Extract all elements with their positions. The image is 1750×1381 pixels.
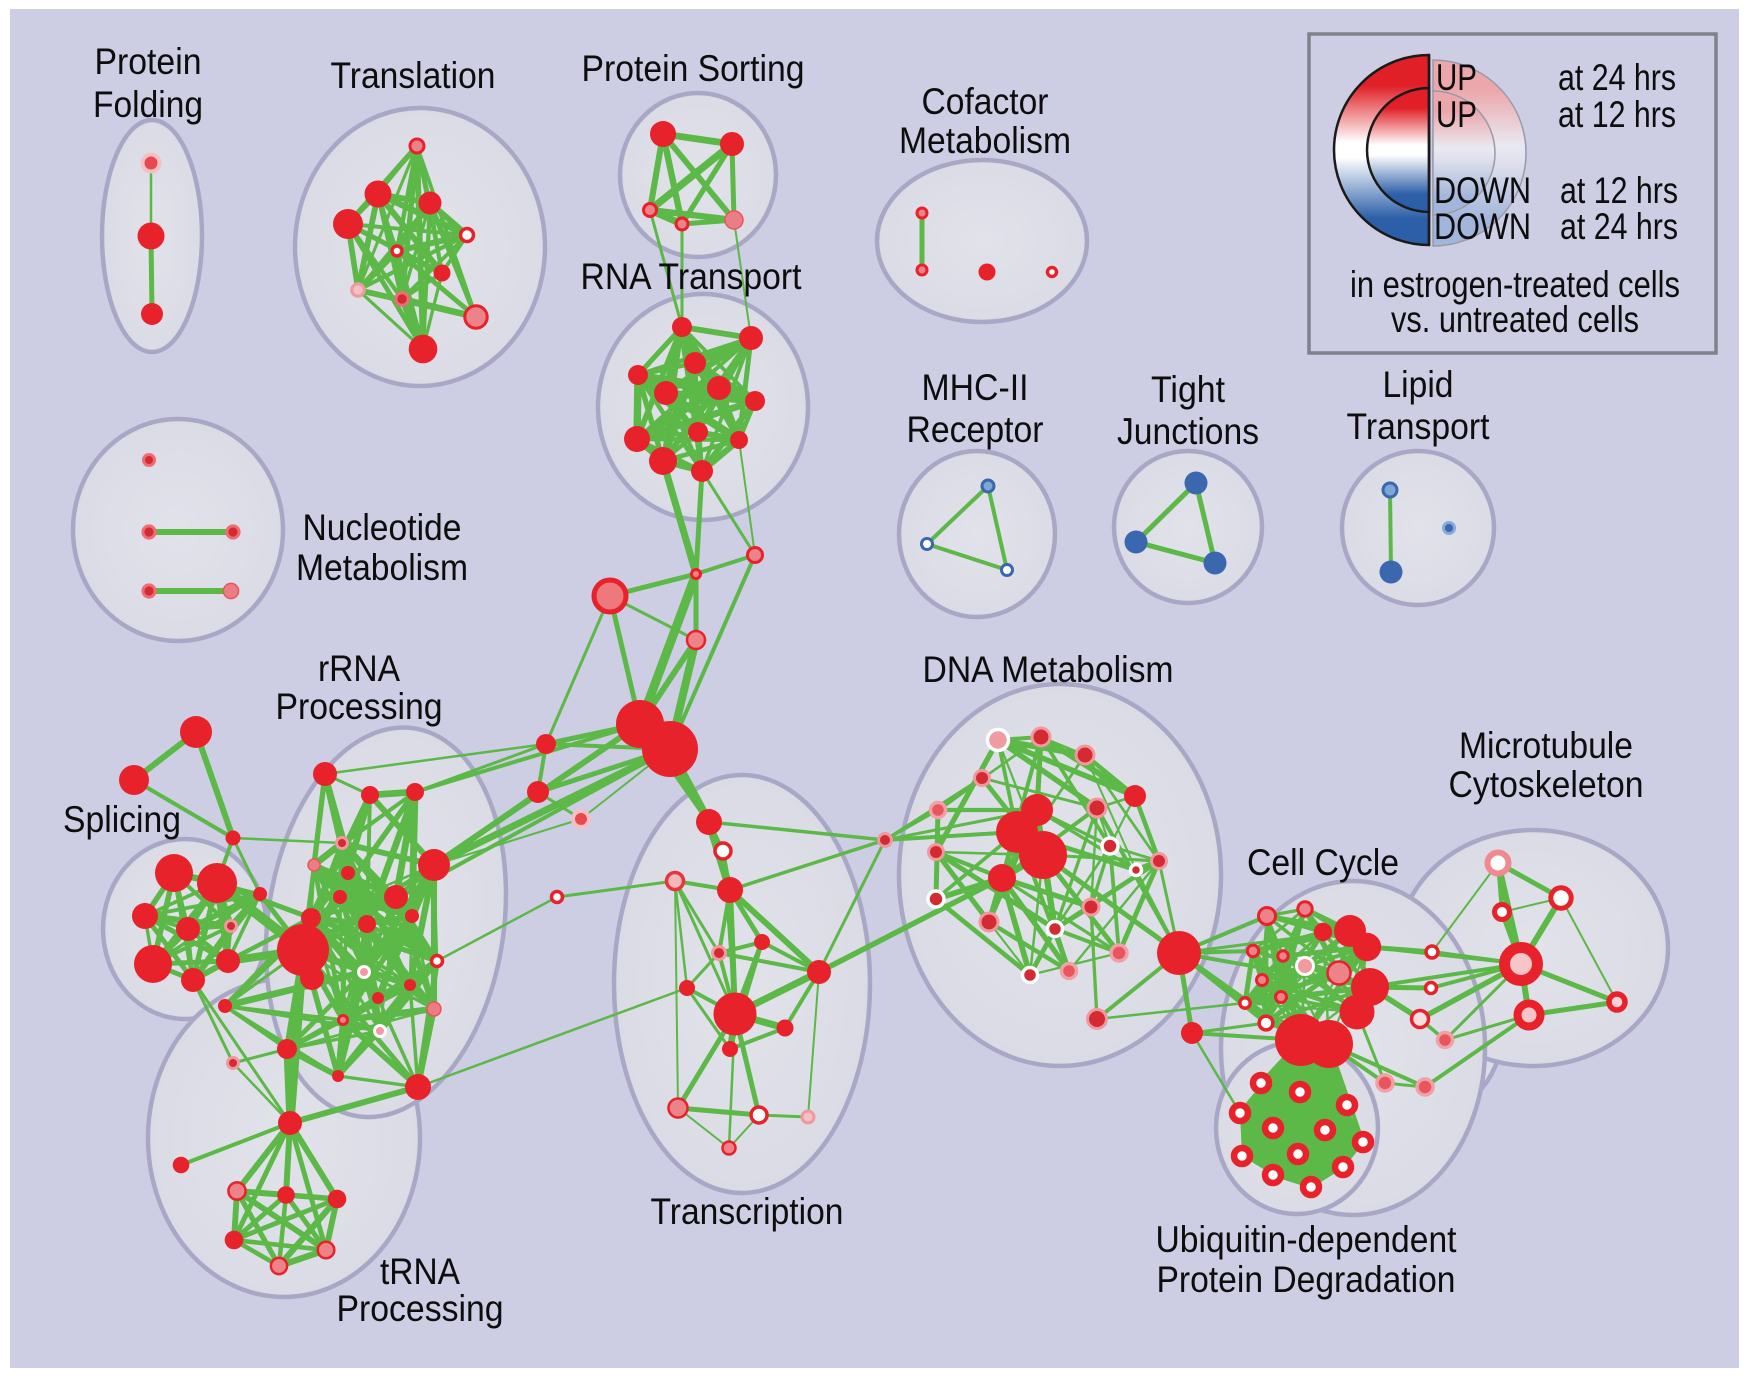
svg-text:at 12 hrs: at 12 hrs bbox=[1560, 170, 1678, 211]
svg-text:Ubiquitin-dependent: Ubiquitin-dependent bbox=[1156, 1219, 1458, 1260]
svg-text:RNA Transport: RNA Transport bbox=[581, 256, 803, 297]
svg-text:Processing: Processing bbox=[337, 1288, 504, 1329]
svg-text:Protein Sorting: Protein Sorting bbox=[582, 48, 805, 89]
svg-text:Microtubule: Microtubule bbox=[1459, 725, 1633, 766]
svg-text:at 24 hrs: at 24 hrs bbox=[1558, 57, 1676, 98]
svg-text:UP: UP bbox=[1436, 94, 1477, 135]
svg-text:vs. untreated cells: vs. untreated cells bbox=[1391, 299, 1639, 340]
svg-text:Metabolism: Metabolism bbox=[899, 120, 1071, 161]
svg-text:Cofactor: Cofactor bbox=[922, 81, 1049, 122]
svg-text:Tight: Tight bbox=[1151, 369, 1226, 410]
svg-text:Transcription: Transcription bbox=[651, 1191, 844, 1232]
svg-text:Splicing: Splicing bbox=[63, 799, 181, 840]
svg-text:Nucleotide: Nucleotide bbox=[303, 507, 462, 548]
svg-text:DOWN: DOWN bbox=[1434, 170, 1531, 211]
svg-text:DOWN: DOWN bbox=[1434, 206, 1531, 247]
svg-text:rRNA: rRNA bbox=[318, 648, 400, 689]
svg-text:Folding: Folding bbox=[93, 84, 203, 125]
svg-text:Receptor: Receptor bbox=[907, 409, 1044, 450]
svg-text:Processing: Processing bbox=[276, 686, 443, 727]
svg-text:UP: UP bbox=[1436, 57, 1477, 98]
svg-text:Cytoskeleton: Cytoskeleton bbox=[1449, 764, 1644, 805]
svg-text:Transport: Transport bbox=[1347, 406, 1491, 447]
svg-text:in estrogen-treated cells: in estrogen-treated cells bbox=[1350, 264, 1680, 305]
svg-text:Metabolism: Metabolism bbox=[296, 547, 468, 588]
svg-text:Junctions: Junctions bbox=[1117, 411, 1259, 452]
svg-text:Protein: Protein bbox=[95, 41, 202, 82]
svg-text:at 24 hrs: at 24 hrs bbox=[1560, 206, 1678, 247]
svg-text:Translation: Translation bbox=[331, 55, 496, 96]
svg-text:Protein Degradation: Protein Degradation bbox=[1157, 1259, 1456, 1300]
svg-text:MHC-II: MHC-II bbox=[922, 367, 1029, 408]
svg-text:tRNA: tRNA bbox=[380, 1251, 460, 1292]
svg-text:DNA Metabolism: DNA Metabolism bbox=[923, 649, 1174, 690]
svg-text:Cell Cycle: Cell Cycle bbox=[1247, 842, 1399, 883]
svg-text:Lipid: Lipid bbox=[1383, 364, 1454, 405]
svg-text:at 12 hrs: at 12 hrs bbox=[1558, 94, 1676, 135]
